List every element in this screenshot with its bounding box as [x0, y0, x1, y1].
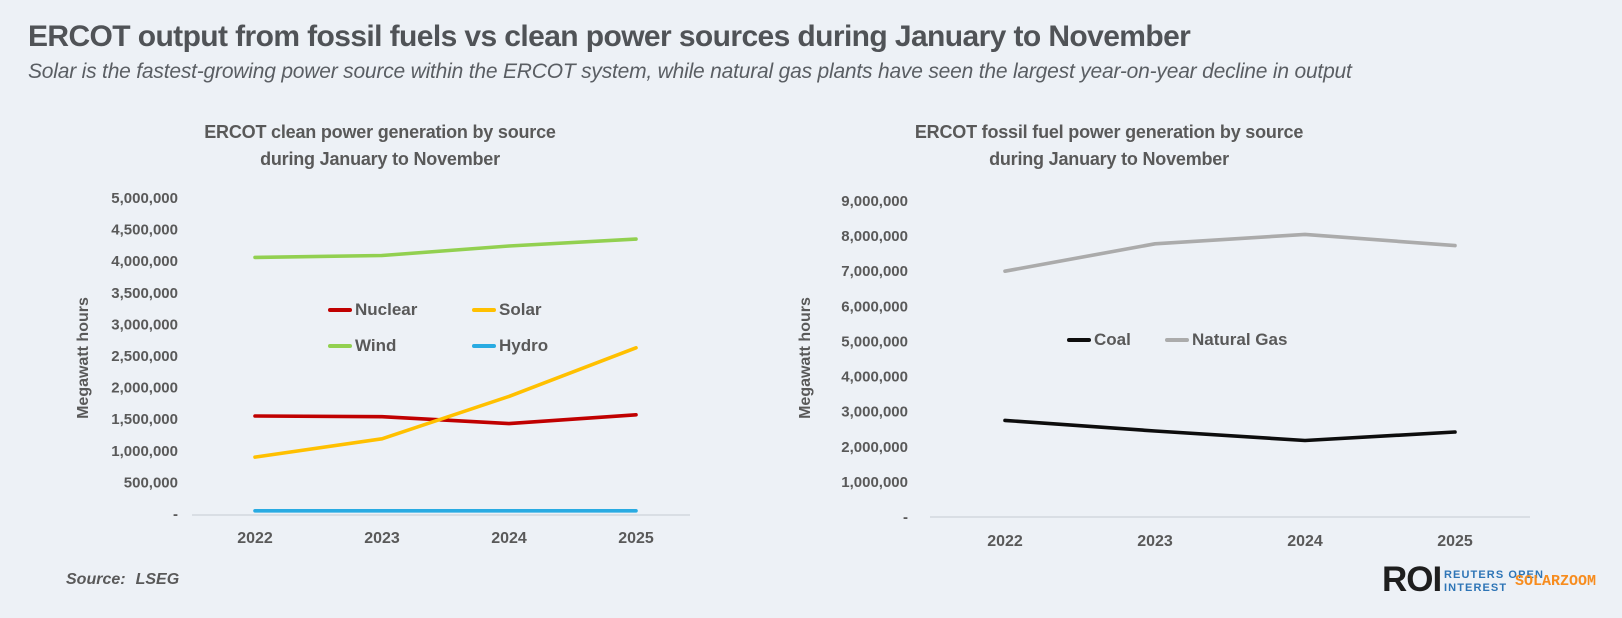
fossil-chart-title-line2: during January to November [989, 149, 1229, 169]
legend-item-solar: Solar [472, 300, 542, 320]
source-note: Source: LSEG [66, 571, 179, 589]
y-tick-label: 3,000,000 [841, 404, 908, 421]
legend-item-hydro: Hydro [472, 336, 548, 356]
x-tick-label: 2024 [491, 530, 527, 547]
y-tick-label: 2,500,000 [111, 348, 178, 365]
y-tick-label: 1,000,000 [111, 443, 178, 460]
solarzoom-watermark: SOLARZOOM [1515, 573, 1597, 590]
clean-chart-title-line2: during January to November [260, 149, 500, 169]
legend-item-natural-gas: Natural Gas [1165, 330, 1287, 350]
clean-power-chart: 5,000,000 4,500,000 4,000,000 3,500,000 3,00… [111, 190, 690, 547]
y-tick-label: 5,000,000 [841, 333, 908, 350]
y-tick-label: - [173, 506, 178, 523]
legend-label-nuclear: Nuclear [355, 300, 418, 319]
fossil-chart-title-line1: ERCOT fossil fuel power generation by so… [914, 122, 1304, 142]
y-tick-label: 3,500,000 [111, 285, 178, 302]
fossil-fuel-chart: 9,000,000 8,000,000 7,000,000 6,000,000 5,00… [841, 193, 1530, 550]
y-tick-label: 4,000,000 [111, 253, 178, 270]
roi-logo: ROI [1382, 560, 1442, 599]
source-value: LSEG [135, 571, 180, 588]
legend-label-coal: Coal [1094, 330, 1131, 349]
y-tick-label: 8,000,000 [841, 228, 908, 245]
x-tick-label: 2023 [1137, 533, 1173, 550]
legend-label-hydro: Hydro [499, 336, 549, 355]
x-tick-label: 2025 [1437, 533, 1473, 550]
legend-label-natural-gas: Natural Gas [1192, 330, 1288, 349]
roi-logo-subtext-line1: REUTERS OPEN [1444, 569, 1544, 581]
series-line-coal [1003, 418, 1457, 443]
legend-label-solar: Solar [499, 300, 542, 319]
y-tick-label: 500,000 [124, 474, 178, 491]
x-tick-label: 2022 [237, 530, 273, 547]
fossil-chart-title: ERCOT fossil fuel power generation by so… [859, 119, 1359, 173]
clean-chart-title: ERCOT clean power generation by source d… [60, 119, 700, 173]
legend-item-coal: Coal [1067, 330, 1131, 350]
y-tick-label: 1,000,000 [841, 474, 908, 491]
y-tick-label: 1,500,000 [111, 411, 178, 428]
wind-line-swatch-icon [328, 344, 352, 348]
y-tick-label: - [903, 509, 908, 526]
page-subtitle: Solar is the fastest-growing power sourc… [28, 60, 1352, 83]
y-tick-label: 6,000,000 [841, 298, 908, 315]
y-tick-label: 4,000,000 [841, 369, 908, 386]
natural-gas-line-swatch-icon [1165, 338, 1189, 342]
roi-logo-subtext-line2: INTEREST [1444, 582, 1508, 594]
y-tick-label: 9,000,000 [841, 193, 908, 210]
nuclear-line-swatch-icon [328, 308, 352, 312]
legend-item-wind: Wind [328, 336, 396, 356]
legend-label-wind: Wind [355, 336, 397, 355]
y-tick-label: 2,000,000 [841, 439, 908, 456]
y-tick-label: 4,500,000 [111, 222, 178, 239]
series-line-wind [253, 237, 638, 260]
coal-line-swatch-icon [1067, 338, 1091, 342]
clean-chart-title-line1: ERCOT clean power generation by source [204, 122, 556, 142]
source-label: Source: [66, 571, 126, 588]
y-tick-label: 7,000,000 [841, 263, 908, 280]
y-tick-label: 5,000,000 [111, 190, 178, 207]
series-line-nuclear [253, 412, 638, 426]
hydro-line-swatch-icon [472, 344, 496, 348]
x-tick-label: 2022 [987, 533, 1023, 550]
series-line-natural-gas [1003, 232, 1457, 274]
x-tick-label: 2025 [618, 530, 654, 547]
x-tick-label: 2023 [364, 530, 400, 547]
y-tick-label: 3,000,000 [111, 316, 178, 333]
page-title: ERCOT output from fossil fuels vs clean … [28, 20, 1191, 53]
solar-line-swatch-icon [472, 308, 496, 312]
x-tick-label: 2024 [1287, 533, 1323, 550]
series-line-solar [253, 345, 638, 459]
y-tick-label: 2,000,000 [111, 380, 178, 397]
legend-item-nuclear: Nuclear [328, 300, 417, 320]
